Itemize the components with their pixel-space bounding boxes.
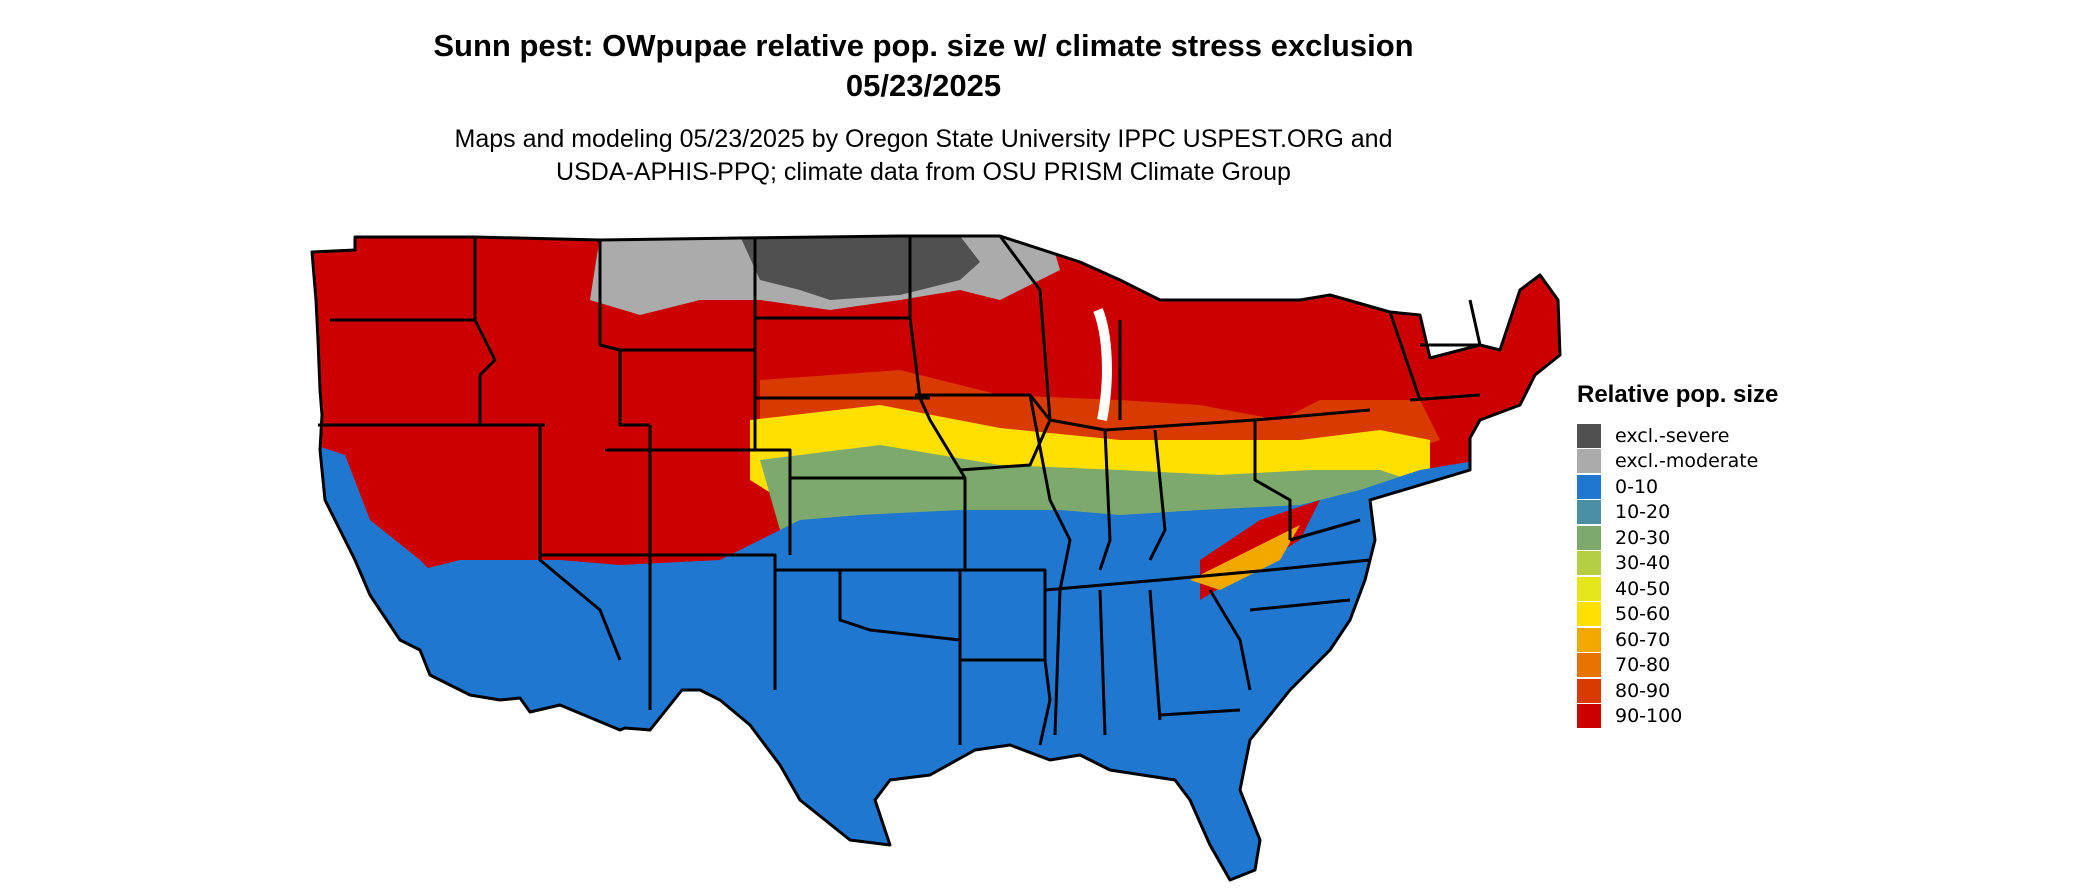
border-wi-mn (998, 235, 1052, 421)
legend-label: excl.-moderate (1615, 450, 1759, 473)
border-tn-ky (1044, 558, 1371, 592)
border-wi-il (1049, 418, 1256, 432)
legend-swatch (1577, 500, 1601, 525)
legend-swatch (1577, 474, 1601, 499)
legend-item: excl.-moderate (1577, 449, 1897, 475)
legend-title: Relative pop. size (1577, 381, 1779, 408)
lake-michigan (1093, 308, 1112, 421)
legend-item: 50-60 (1577, 602, 1897, 628)
border-ca-nv (538, 425, 622, 661)
legend-item: 30-40 (1577, 551, 1897, 577)
border-mn-ia (908, 236, 967, 570)
zone-0-10-southwest (520, 570, 700, 720)
border-md (1289, 518, 1361, 542)
border-ar (965, 568, 1047, 660)
legend-swatch (1577, 576, 1601, 601)
legend-item: 20-30 (1577, 525, 1897, 551)
border-il-west (1028, 394, 1072, 591)
legend-label: 20-30 (1615, 526, 1671, 549)
border-ms-al (1098, 589, 1107, 736)
legend-items: excl.-severe excl.-moderate 0-10 10-20 20-30… (1577, 423, 1897, 729)
legend-swatch (1577, 449, 1601, 474)
border-wy-co (605, 448, 792, 555)
map-subtitle-credit: USDA-APHIS-PPQ; climate data from OSU PR… (556, 158, 1291, 186)
legend: Relative pop. size excl.-severe excl.-mod… (1577, 381, 1897, 729)
border-nc-sc (1249, 598, 1351, 612)
border-oh-pa (1253, 420, 1292, 540)
border-ga-sc (1208, 589, 1252, 691)
map-title-date: 05/23/2025 (845, 68, 1002, 103)
legend-item: 70-80 (1577, 653, 1897, 679)
legend-label: 30-40 (1615, 552, 1671, 575)
legend-item: 10-20 (1577, 500, 1897, 526)
map-title: Sunn pest: OWpupae relative pop. size w/… (433, 28, 1414, 63)
legend-item: 0-10 (1577, 474, 1897, 500)
legend-label: 70-80 (1615, 654, 1671, 677)
legend-item: 90-100 (1577, 704, 1897, 730)
border-in-oh (1148, 429, 1167, 561)
border-ms-west (1053, 589, 1062, 736)
zone-excl-severe (740, 236, 980, 300)
legend-item: 80-90 (1577, 678, 1897, 704)
border-pa-ny (1254, 408, 1371, 422)
legend-item: 40-50 (1577, 576, 1897, 602)
legend-label: 80-90 (1615, 679, 1671, 702)
border-ny-vt (1388, 311, 1422, 401)
legend-swatch (1577, 423, 1601, 448)
map-subtitle: Maps and modeling 05/23/2025 by Oregon S… (454, 125, 1393, 153)
border-fl-ga (1159, 708, 1241, 717)
legend-label: 40-50 (1615, 577, 1671, 600)
border-al-ga (1148, 589, 1162, 721)
legend-swatch (1577, 678, 1601, 703)
us-outline (310, 234, 1562, 882)
border-ct-ma (1409, 393, 1481, 402)
legend-label: excl.-severe (1615, 424, 1730, 447)
legend-label: 0-10 (1615, 475, 1659, 498)
legend-swatch (1577, 627, 1601, 652)
legend-label: 50-60 (1615, 603, 1671, 626)
legend-swatch (1577, 653, 1601, 678)
legend-label: 60-70 (1615, 628, 1671, 651)
border-co-nm (650, 553, 777, 690)
map-raster (312, 236, 1560, 880)
border-id-west (473, 237, 497, 425)
legend-item: 60-70 (1577, 627, 1897, 653)
border-nh-me (1468, 299, 1482, 346)
legend-item: excl.-severe (1577, 423, 1897, 449)
legend-swatch (1577, 704, 1601, 729)
border-la-ar (960, 658, 1052, 746)
border-il-in (1098, 429, 1112, 571)
legend-label: 90-100 (1615, 705, 1683, 728)
state-borders (318, 235, 1482, 746)
border-ok (790, 568, 962, 642)
legend-swatch (1577, 602, 1601, 627)
legend-swatch (1577, 525, 1601, 550)
legend-swatch (1577, 551, 1601, 576)
legend-label: 10-20 (1615, 501, 1671, 524)
